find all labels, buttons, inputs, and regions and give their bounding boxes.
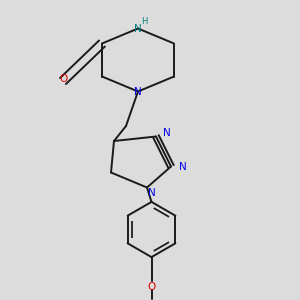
Text: N: N: [134, 86, 142, 97]
Text: N: N: [148, 188, 155, 198]
Text: H: H: [141, 16, 147, 26]
Text: N: N: [134, 23, 142, 34]
Text: N: N: [163, 128, 170, 139]
Text: O: O: [147, 281, 156, 292]
Text: O: O: [59, 74, 67, 85]
Text: N: N: [179, 161, 187, 172]
